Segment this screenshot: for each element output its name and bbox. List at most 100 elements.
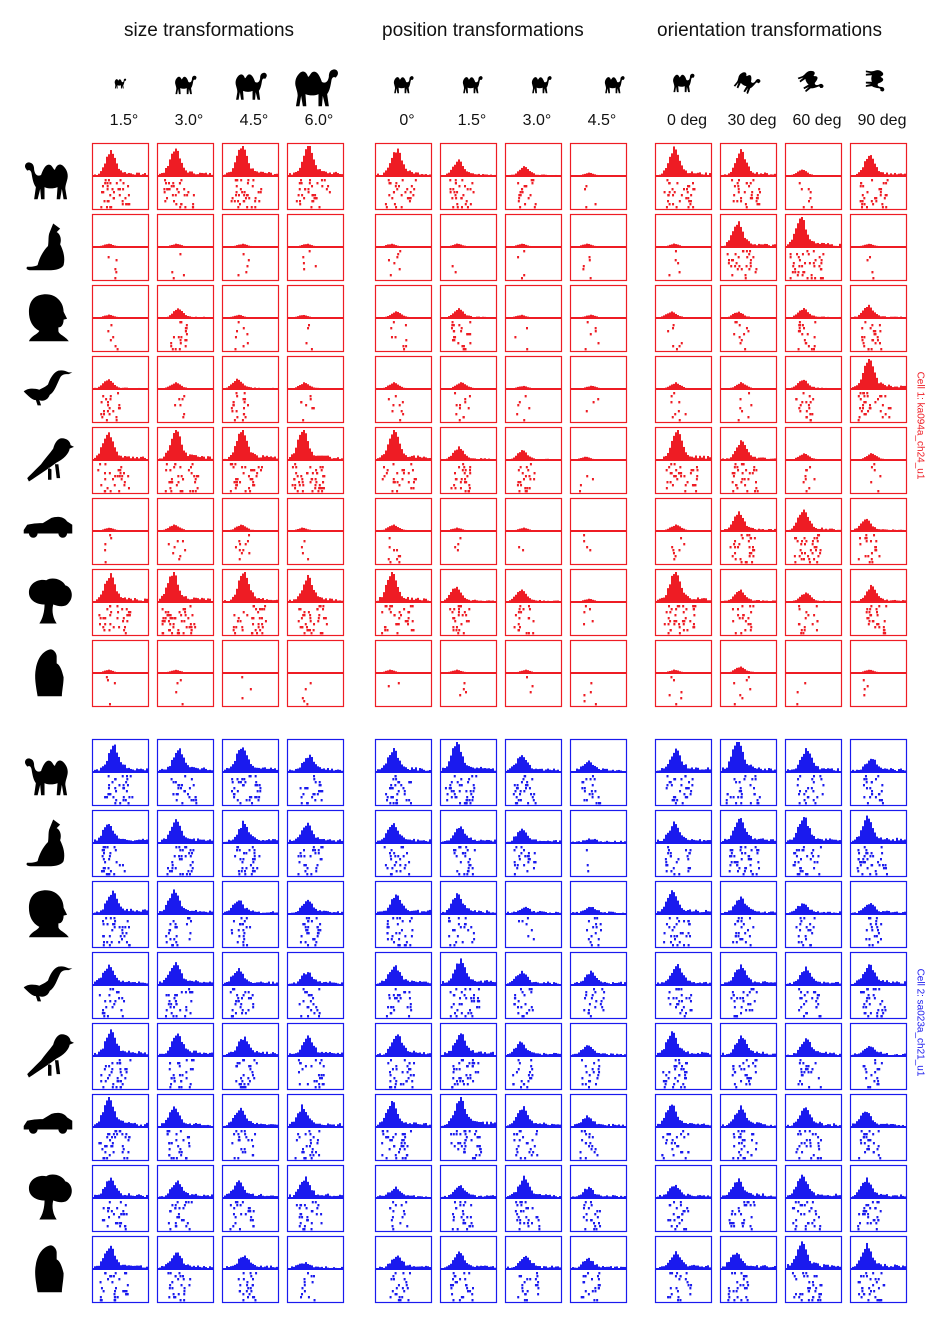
raster-panel xyxy=(374,809,433,878)
raster-panel xyxy=(91,738,150,807)
raster-panel xyxy=(156,880,215,949)
cell1-block xyxy=(23,142,908,708)
raster-panel xyxy=(286,213,345,282)
raster-panel xyxy=(439,284,498,353)
raster-panel xyxy=(221,213,280,282)
raster-panel xyxy=(784,497,843,566)
camel-icon-rot-60 xyxy=(797,70,824,93)
raster-panel xyxy=(654,880,713,949)
camel-icon-size-2 xyxy=(175,75,197,95)
raster-panel xyxy=(286,1164,345,1233)
raster-panel xyxy=(439,213,498,282)
raster-panel xyxy=(156,951,215,1020)
raster-panel xyxy=(569,1093,628,1162)
raster-panel xyxy=(504,809,563,878)
raster-panel xyxy=(569,142,628,211)
raster-panel xyxy=(654,568,713,637)
raster-panel xyxy=(286,880,345,949)
raster-panel xyxy=(91,1164,150,1233)
raster-panel xyxy=(719,880,778,949)
raster-panel xyxy=(156,497,215,566)
raster-panel xyxy=(654,426,713,495)
raster-panel xyxy=(91,284,150,353)
raster-panel xyxy=(784,738,843,807)
raster-panel xyxy=(719,142,778,211)
raster-panel xyxy=(719,355,778,424)
raster-panel xyxy=(504,639,563,708)
raster-panel xyxy=(221,809,280,878)
camel-icon-pos-4 xyxy=(604,76,625,94)
raster-panel xyxy=(91,809,150,878)
raster-panel xyxy=(286,1022,345,1091)
car-icon xyxy=(23,516,73,538)
head-icon xyxy=(28,294,69,342)
raster-panel xyxy=(91,497,150,566)
raster-panel xyxy=(156,355,215,424)
raster-panel xyxy=(286,809,345,878)
raster-panel xyxy=(439,1093,498,1162)
col-label: 1.5° xyxy=(109,112,139,129)
raster-panel xyxy=(221,639,280,708)
cat-icon xyxy=(26,819,65,867)
raster-panel xyxy=(156,809,215,878)
raster-panel xyxy=(439,426,498,495)
raster-panel xyxy=(439,738,498,807)
col-label: 0° xyxy=(399,112,415,129)
raster-panel xyxy=(221,568,280,637)
camel-icon-rot-90 xyxy=(865,70,885,92)
raster-panel xyxy=(504,284,563,353)
raster-panel xyxy=(221,738,280,807)
raster-panel xyxy=(91,880,150,949)
raster-panel xyxy=(156,639,215,708)
raster-panel xyxy=(654,1164,713,1233)
raster-panel xyxy=(156,1022,215,1091)
raster-panel xyxy=(91,426,150,495)
raster-panel xyxy=(784,1093,843,1162)
raster-panel xyxy=(784,809,843,878)
col-label: 6.0° xyxy=(304,112,334,129)
raster-panel xyxy=(504,951,563,1020)
raster-panel xyxy=(569,1164,628,1233)
raster-panel xyxy=(654,284,713,353)
raster-panel xyxy=(374,738,433,807)
raster-panel xyxy=(374,1022,433,1091)
raster-panel xyxy=(439,809,498,878)
raster-panel xyxy=(221,426,280,495)
raster-panel xyxy=(654,738,713,807)
raster-panel xyxy=(784,568,843,637)
raster-panel xyxy=(654,497,713,566)
raster-panel xyxy=(439,1235,498,1304)
camel-icon-pos-2 xyxy=(462,76,483,94)
raster-panel xyxy=(374,1164,433,1233)
raster-panel xyxy=(849,1093,908,1162)
raster-panel xyxy=(221,497,280,566)
raster-panel xyxy=(374,880,433,949)
hand-icon xyxy=(35,649,64,697)
raster-panel xyxy=(569,738,628,807)
tree-icon xyxy=(28,1174,72,1220)
raster-panel xyxy=(374,951,433,1020)
raster-panel xyxy=(849,880,908,949)
raster-panel xyxy=(504,213,563,282)
raster-panel xyxy=(719,213,778,282)
camel-icon-pos-1 xyxy=(393,76,414,94)
raster-panel xyxy=(286,951,345,1020)
raster-panel xyxy=(504,1235,563,1304)
raster-panel xyxy=(719,1022,778,1091)
raster-panel xyxy=(221,1093,280,1162)
raster-panel xyxy=(504,880,563,949)
raster-panel xyxy=(784,355,843,424)
raster-panel xyxy=(504,1022,563,1091)
raster-panel xyxy=(439,355,498,424)
raster-panel xyxy=(221,1235,280,1304)
raster-panel xyxy=(504,1093,563,1162)
raster-panel xyxy=(654,213,713,282)
raster-panel xyxy=(719,426,778,495)
raster-panel xyxy=(569,426,628,495)
col-label: 0 deg xyxy=(666,112,708,129)
raster-panel xyxy=(91,355,150,424)
raster-panel xyxy=(784,880,843,949)
hand-icon xyxy=(35,1245,64,1293)
raster-panel xyxy=(569,951,628,1020)
